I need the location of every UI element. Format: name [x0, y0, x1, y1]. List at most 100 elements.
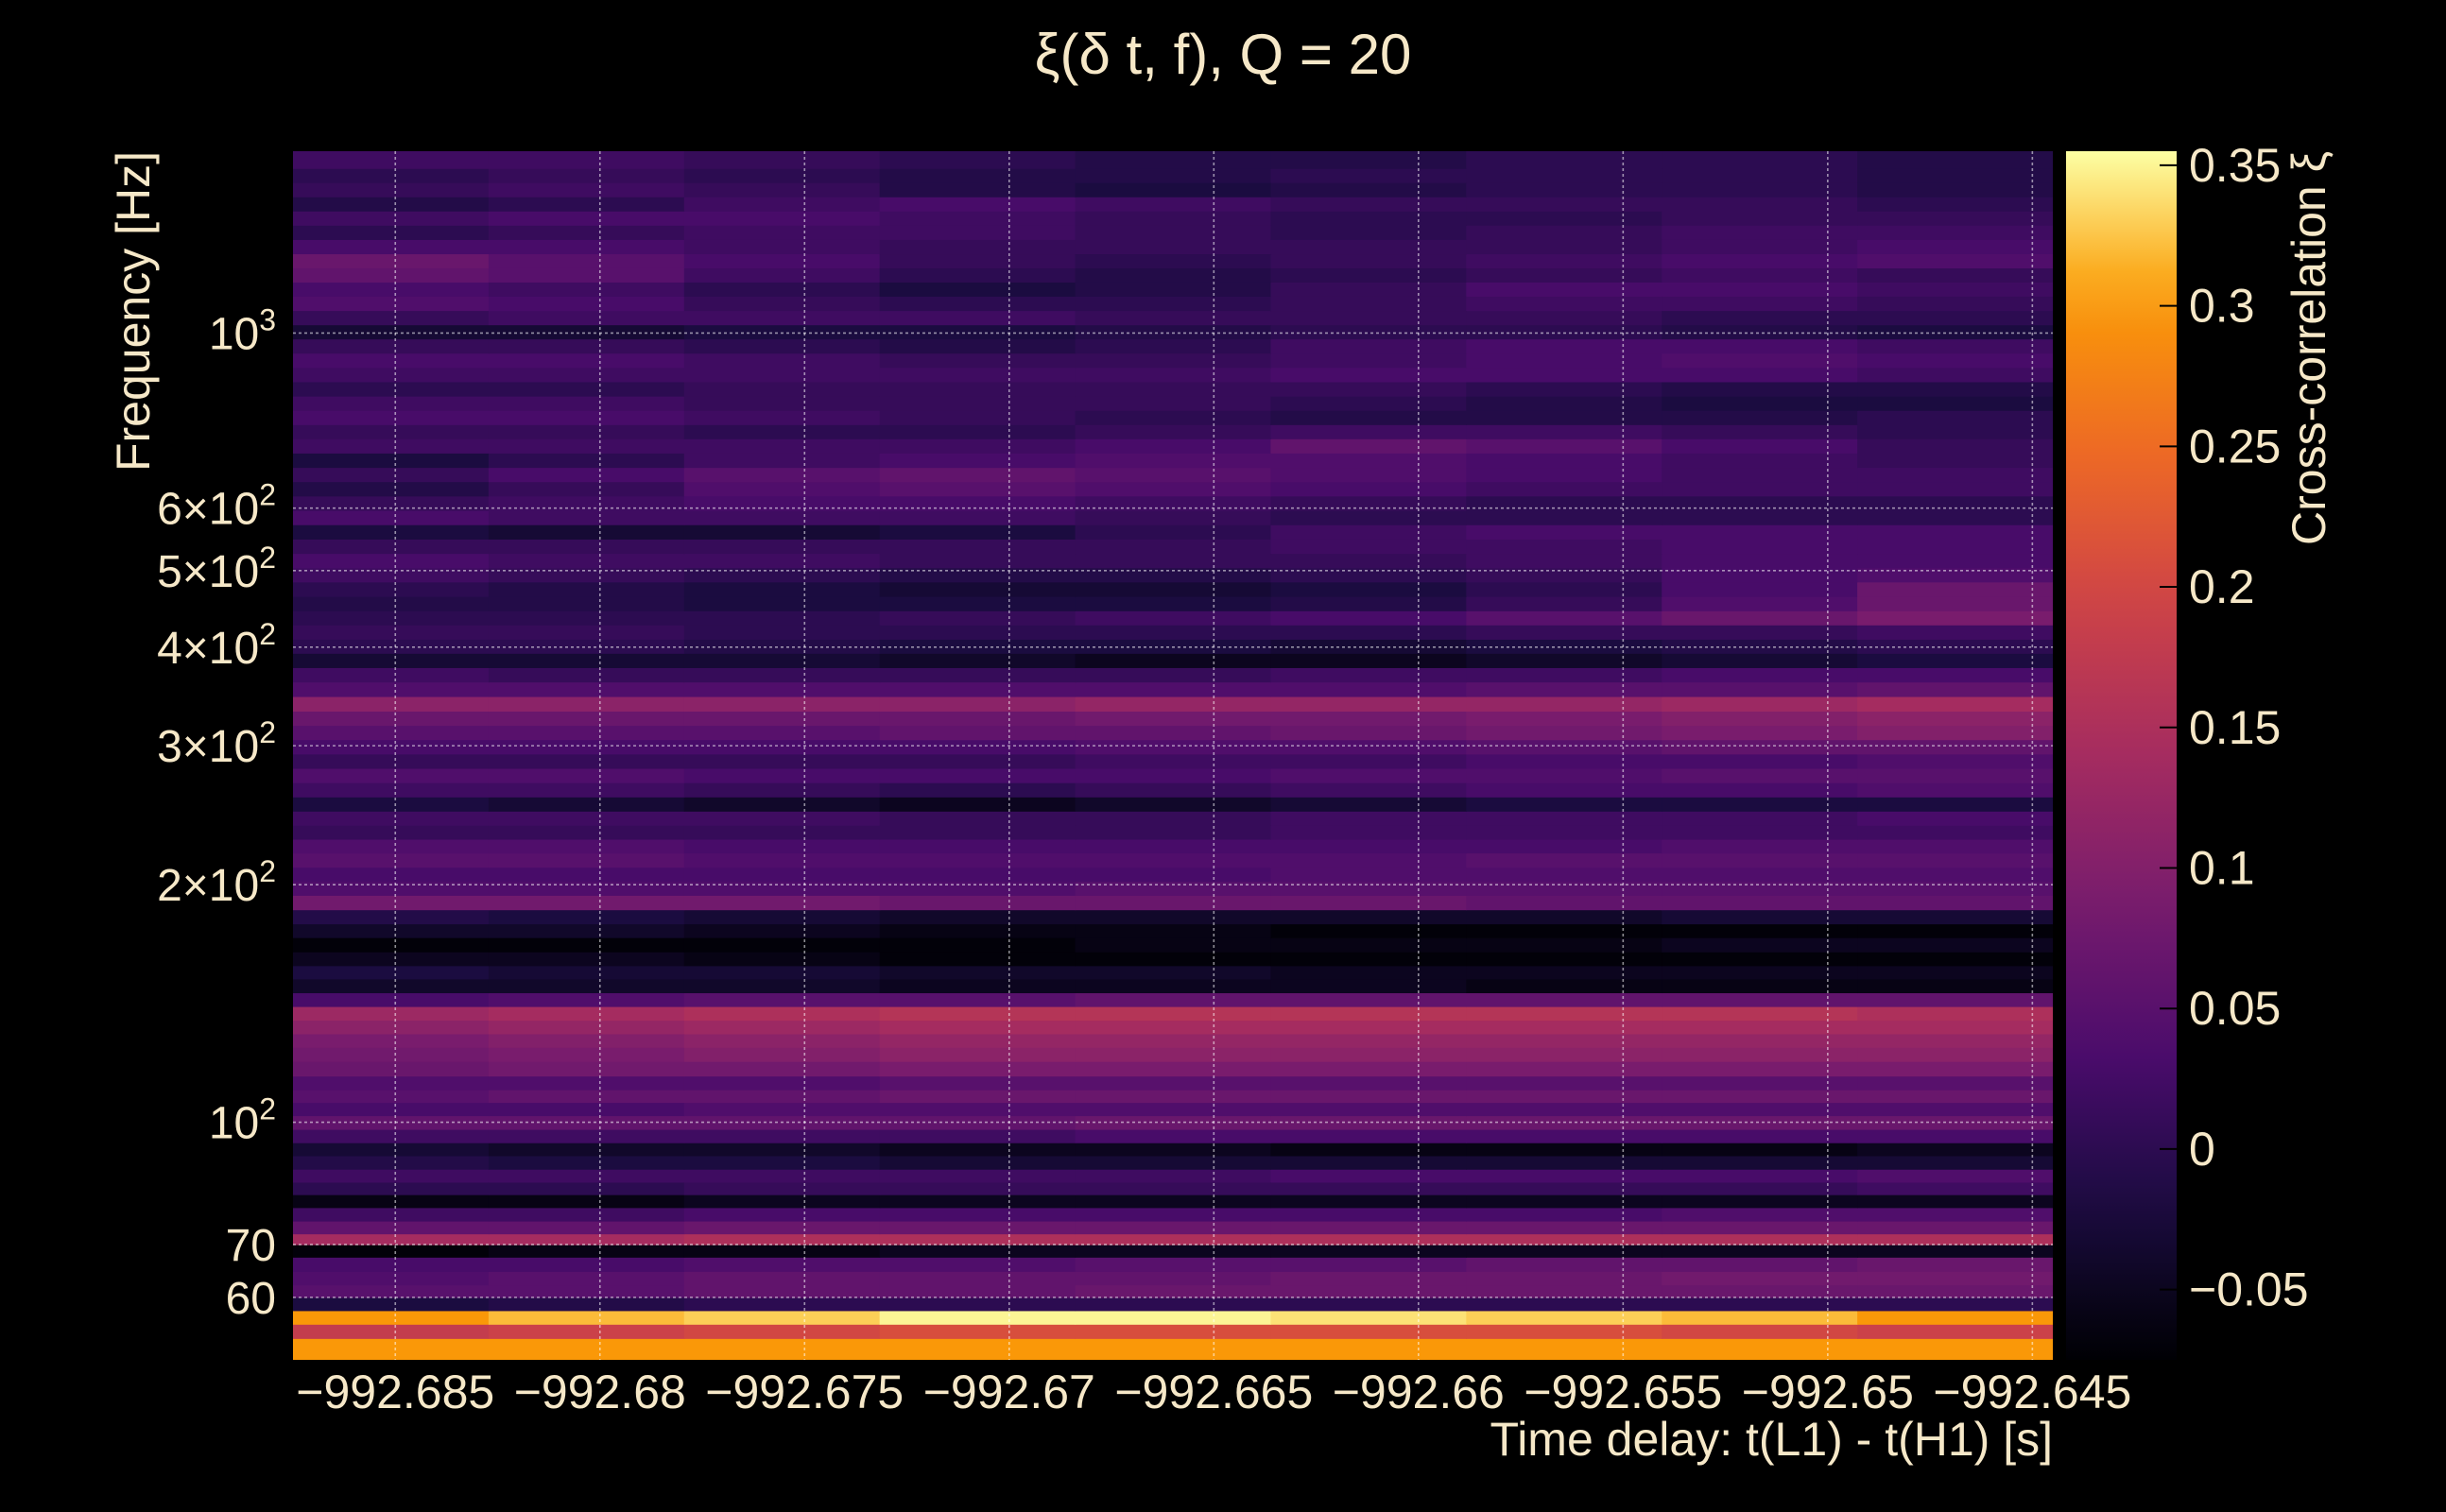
heatmap-cell [1662, 381, 1858, 397]
heatmap-cell [488, 253, 685, 268]
heatmap-cell [879, 992, 1077, 1007]
heatmap-cell [488, 1257, 685, 1272]
heatmap-cell [879, 267, 1077, 283]
heatmap-cell [488, 1284, 685, 1298]
heatmap-cell [683, 581, 881, 597]
heatmap-cell [488, 639, 685, 654]
heatmap-cell [1466, 481, 1662, 497]
heatmap-cell [1857, 1102, 2053, 1117]
heatmap-cell [1075, 1005, 1272, 1022]
heatmap-cell [1857, 937, 2053, 953]
heatmap-cell [683, 625, 881, 640]
heatmap-cell [1466, 282, 1662, 297]
heatmap-cell [1270, 1090, 1467, 1104]
y-axis-label: Frequency [Hz] [107, 151, 160, 472]
heatmap-cell [1075, 653, 1272, 668]
heatmap-cell [683, 1020, 881, 1035]
heatmap-cell [293, 1257, 490, 1272]
heatmap [293, 151, 2053, 1360]
heatmap-cell [683, 296, 881, 312]
heatmap-cell [879, 711, 1077, 727]
heatmap-cell [488, 410, 685, 425]
heatmap-cell [1662, 753, 1858, 769]
heatmap-cell [488, 324, 685, 340]
heatmap-cell [1075, 381, 1272, 397]
heatmap-cell [1270, 1047, 1467, 1062]
heatmap-cell [1857, 168, 2053, 183]
heatmap-cell [1466, 1181, 1662, 1195]
heatmap-cell [1075, 881, 1272, 896]
heatmap-cell [879, 909, 1077, 925]
heatmap-cell [293, 1310, 490, 1325]
chart-title: ξ(δ t, f), Q = 20 [1035, 23, 1412, 86]
heatmap-cell [488, 1102, 685, 1117]
heatmap-cell [1270, 367, 1467, 383]
heatmap-cell [1075, 909, 1272, 925]
heatmap-cell [1466, 338, 1662, 354]
heatmap-cell [488, 667, 685, 683]
heatmap-cell [1075, 338, 1272, 354]
heatmap-cell [1270, 467, 1467, 483]
heatmap-cell [293, 937, 490, 953]
heatmap-cell [1270, 352, 1467, 369]
heatmap-cell [1075, 825, 1272, 840]
heatmap-cell [879, 625, 1077, 640]
heatmap-cell [1857, 1221, 2053, 1235]
heatmap-cell [1466, 253, 1662, 268]
heatmap-cell [293, 852, 490, 868]
heatmap-cell [879, 352, 1077, 369]
heatmap-cell [1857, 310, 2053, 326]
heatmap-cell [683, 782, 881, 798]
heatmap-cell [488, 1143, 685, 1157]
heatmap-cell [1857, 553, 2053, 569]
heatmap-cell [488, 952, 685, 967]
heatmap-cell [1662, 151, 1858, 169]
heatmap-cell [488, 509, 685, 525]
heatmap-cell [488, 1061, 685, 1077]
heatmap-cell [293, 481, 490, 497]
heatmap-cell [293, 239, 490, 255]
heatmap-cell [293, 1297, 490, 1312]
heatmap-cell [1075, 1284, 1272, 1298]
heatmap-cell [1662, 1221, 1858, 1235]
heatmap-cell [293, 381, 490, 397]
heatmap-cell [1270, 567, 1467, 583]
heatmap-cell [1857, 211, 2053, 226]
heatmap-cell [1270, 992, 1467, 1007]
heatmap-cell [1270, 923, 1467, 938]
heatmap-cell [1270, 324, 1467, 340]
x-tick-label: −992.655 [1524, 1366, 1722, 1418]
heatmap-cell [1075, 767, 1272, 783]
heatmap-cell [1857, 825, 2053, 840]
heatmap-cell [879, 367, 1077, 383]
heatmap-cell [1857, 625, 2053, 640]
heatmap-cell [1662, 978, 1858, 994]
heatmap-cell [683, 438, 881, 454]
heatmap-cell [293, 739, 490, 755]
heatmap-cell [879, 767, 1077, 783]
heatmap-cell [488, 1271, 685, 1286]
heatmap-cell [1466, 424, 1662, 439]
heatmap-cell [683, 753, 881, 769]
heatmap-cell [293, 338, 490, 354]
heatmap-cell [1857, 1207, 2053, 1222]
heatmap-cell [1662, 1061, 1858, 1077]
heatmap-cell [1466, 696, 1662, 713]
heatmap-cell [1075, 352, 1272, 369]
heatmap-cell [1466, 867, 1662, 883]
heatmap-cell [1270, 811, 1467, 826]
heatmap-cell [683, 1310, 881, 1325]
heatmap-cell [1857, 539, 2053, 555]
heatmap-cell [1270, 1245, 1467, 1258]
heatmap-cell [1857, 1338, 2053, 1360]
heatmap-cell [1270, 596, 1467, 611]
heatmap-cell [1075, 267, 1272, 283]
heatmap-cell [683, 838, 881, 854]
heatmap-cell [683, 282, 881, 297]
heatmap-cell [1270, 610, 1467, 626]
heatmap-cell [1857, 410, 2053, 425]
heatmap-cell [1075, 739, 1272, 755]
heatmap-cell [1857, 1033, 2053, 1048]
heatmap-cell [683, 151, 881, 169]
heatmap-cell [1466, 1143, 1662, 1157]
